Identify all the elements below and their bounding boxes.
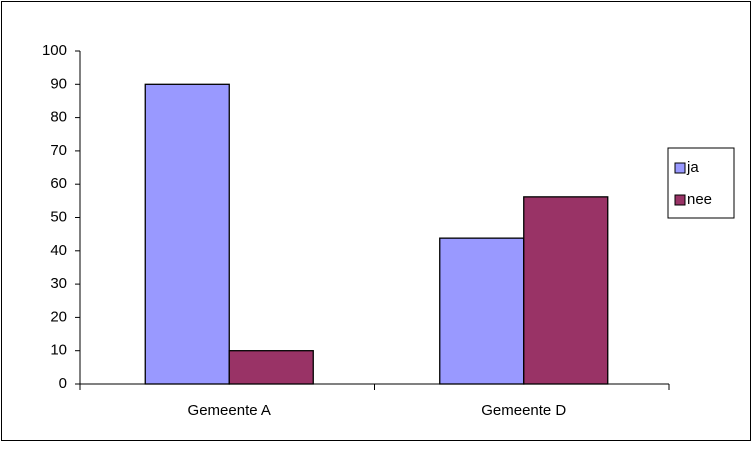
- legend-box: [667, 147, 735, 219]
- legend-label: nee: [687, 191, 712, 208]
- y-tick-label: 80: [50, 109, 67, 126]
- legend-label: ja: [686, 159, 699, 176]
- bar: [228, 350, 314, 385]
- legend-swatch: [674, 162, 686, 174]
- y-tick-label: 100: [42, 42, 67, 59]
- y-tick-label: 20: [50, 308, 67, 325]
- y-tick-label: 10: [50, 342, 67, 359]
- x-tick-label: Gemeente A: [188, 402, 271, 419]
- y-tick-label: 70: [50, 142, 67, 159]
- bar: [144, 83, 230, 385]
- y-tick-label: 40: [50, 242, 67, 259]
- bar: [439, 237, 525, 385]
- y-tick-label: 60: [50, 175, 67, 192]
- legend-swatch: [674, 194, 686, 206]
- chart-border: [1, 1, 751, 441]
- y-tick-label: 50: [50, 208, 67, 225]
- y-tick-label: 30: [50, 275, 67, 292]
- y-tick-label: 90: [50, 75, 67, 92]
- y-tick-label: 0: [59, 375, 67, 392]
- x-tick-label: Gemeente D: [481, 402, 566, 419]
- bar: [523, 196, 609, 385]
